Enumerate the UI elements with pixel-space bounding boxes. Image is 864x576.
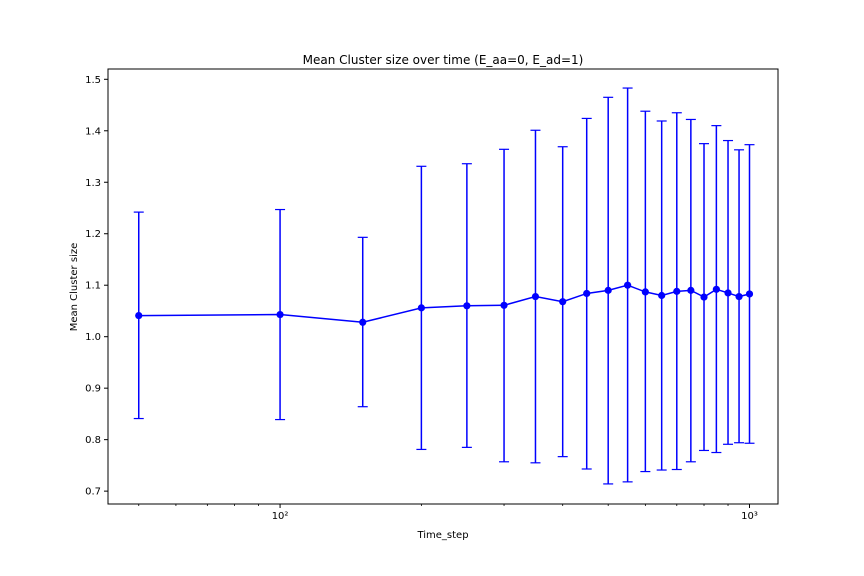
data-point: [583, 289, 591, 298]
data-point: [641, 288, 649, 296]
data-point: [559, 298, 567, 306]
data-point: [712, 285, 720, 293]
data-point: [531, 292, 540, 301]
y-tick-label: 1.5: [85, 75, 101, 86]
y-tick-label: 1.0: [85, 332, 101, 343]
x-tick-label: 10²: [272, 511, 289, 522]
y-tick-label: 0.9: [85, 384, 101, 395]
data-point: [735, 292, 743, 301]
y-axis: 0.7 0.8 0.9 1.0 1.1 1.2 1.3 1.4 1.5: [85, 75, 108, 498]
data-point: [417, 304, 425, 312]
data-point: [359, 318, 367, 326]
x-tick-label: 10³: [741, 511, 758, 522]
y-axis-label: Mean Cluster size: [69, 243, 80, 332]
y-tick-label: 1.4: [85, 126, 101, 137]
chart-title: Mean Cluster size over time (E_aa=0, E_a…: [303, 53, 584, 67]
data-point: [500, 301, 508, 309]
data-point: [135, 311, 143, 320]
data-point: [673, 287, 681, 295]
data-point: [463, 302, 471, 310]
x-axis: 10² 10³: [138, 504, 758, 522]
x-axis-label: Time_step: [416, 530, 468, 541]
error-bars: [133, 87, 755, 485]
series-line: [138, 284, 750, 324]
y-tick-label: 0.7: [85, 487, 101, 498]
y-tick-label: 1.1: [85, 281, 101, 292]
data-point: [604, 286, 612, 294]
data-point: [724, 289, 732, 297]
data-point: [658, 291, 666, 300]
plot-area: [107, 68, 779, 505]
data-point: [687, 286, 695, 294]
series-layer: [135, 281, 754, 326]
y-tick-label: 1.2: [85, 229, 101, 240]
data-point: [745, 290, 754, 298]
data-point: [624, 281, 632, 289]
y-tick-label: 0.8: [85, 435, 101, 446]
data-point: [700, 293, 708, 301]
y-tick-label: 1.3: [85, 178, 101, 189]
data-point: [276, 310, 284, 319]
